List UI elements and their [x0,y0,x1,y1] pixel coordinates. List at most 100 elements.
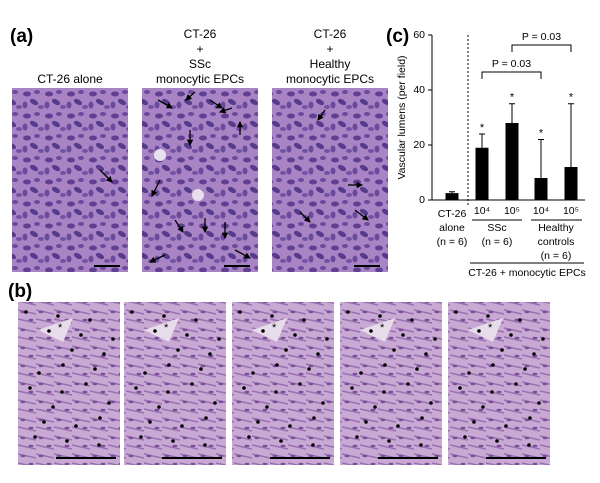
bar [564,167,578,200]
lumen-dot [490,390,494,394]
lumen-dot [153,329,157,333]
lumen-dot [307,367,311,371]
bar [445,193,459,200]
y-tick-label: 20 [413,139,425,151]
lumen-dot [311,443,315,447]
lumen-dot [284,348,288,352]
panel-b: * * * * * [18,302,550,465]
lumen-dot [504,424,508,428]
comparison-label: P = 0.03 [522,31,561,43]
lumen-dot [176,348,180,352]
lumen-dot [139,435,143,439]
lumen-dot [523,367,527,371]
image-title: Healthy [310,57,351,71]
image-title: CT-26 [184,27,217,41]
lumen-dot [429,401,433,405]
lumen-dot [270,314,274,318]
arrow [185,91,196,101]
lumen [144,318,179,342]
arrow [234,249,251,259]
arrow [151,179,161,197]
lumen-dot [500,348,504,352]
lumen-dot [111,337,115,341]
lumen-dot [346,310,350,314]
arrow [209,99,223,109]
lumen-dot [387,439,391,443]
arrow [354,209,369,221]
lumen-dot [107,401,111,405]
lumen-dot [288,424,292,428]
group-label: controls [538,236,575,248]
lumen-dot [171,439,175,443]
lumen [360,318,395,342]
arrow [149,254,166,263]
lumen-dot [369,329,373,333]
image-title: CT-26 alone [37,72,103,86]
y-tick-label: 0 [419,194,425,206]
lumen-dot [495,439,499,443]
lumen-dot [274,390,278,394]
lumen-dot [433,337,437,341]
group-label: alone [439,222,465,234]
lumen-dot [102,352,106,356]
lumen-dot [79,333,83,337]
image-title: SSc [189,57,211,71]
supergroup-label: CT-26 + monocytic EPCs [468,267,586,279]
micrograph [272,88,388,272]
lumen-dot [190,382,194,386]
lumen-dot [514,382,518,386]
lumen-dot [382,390,386,394]
lumen [252,318,287,342]
lumen-dot [148,420,152,424]
lumen-dot [238,310,242,314]
bar [475,147,489,200]
lumen-dot [157,405,161,409]
lumen-dot [415,367,419,371]
lumen-dot [325,337,329,341]
lumen [468,318,503,342]
lumen-marker: * [164,322,169,334]
x-tick-label: 10⁵ [504,205,520,217]
lumen-dot [70,348,74,352]
lumen-marker: * [272,322,277,334]
lumen-dot [60,390,64,394]
lumen-dot [93,367,97,371]
comparison-label: P = 0.03 [492,58,531,70]
lumen-dot [359,371,363,375]
image-title: CT-26 [314,27,347,41]
lumen-dot [541,337,545,341]
vessel [154,149,166,161]
lumen-dot [217,337,221,341]
lumen-dot [88,318,92,322]
panel-c: Vascular lumens (per field) 0 20 40 60 * 10⁴ * 1… [396,29,586,279]
lumen-dot [130,310,134,314]
lumen-dot [33,435,37,439]
lumen-dot [378,314,382,318]
lumen-dot [312,416,316,420]
lumen-dot [528,416,532,420]
group-label: (n = 6) [541,250,572,262]
lumen-marker: * [380,322,385,334]
significance: * [569,92,574,104]
significance: * [480,122,485,134]
lumen-dot [162,314,166,318]
lumen-dot [134,386,138,390]
lumen-dot [213,401,217,405]
y-tick-label: 60 [413,29,425,41]
group-label: CT-26 [438,208,467,220]
lumen-dot [65,439,69,443]
lumen-dot [199,367,203,371]
panel-label: (a) [10,26,33,47]
lumen-dot [481,405,485,409]
lumen-dot [194,318,198,322]
y-tick-label: 40 [413,84,425,96]
lumen-dot [247,435,251,439]
lumen-marker: * [488,322,493,334]
comparison-bracket [481,71,542,79]
lumen-dot [316,352,320,356]
group-label: Healthy [538,222,574,234]
lumen-dot [97,443,101,447]
vessel [192,189,204,201]
bar [534,178,548,200]
